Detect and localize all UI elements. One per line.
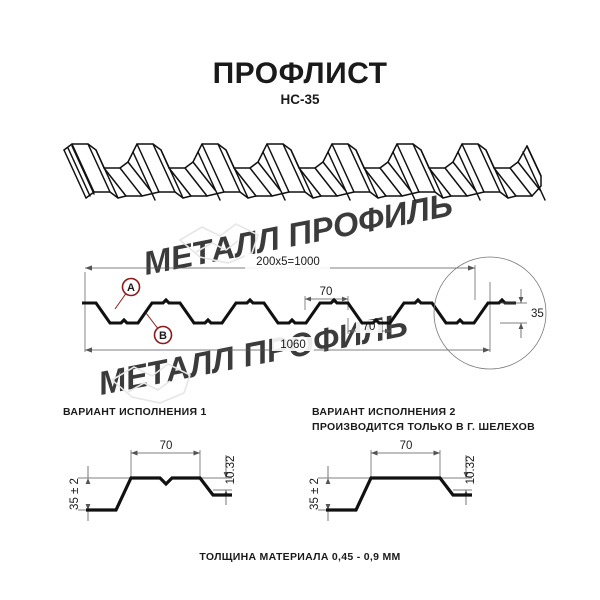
dim-height: 35 (500, 289, 544, 338)
dim-total-top: 200x5=1000 (85, 254, 475, 271)
iso-left-cap-3 (71, 145, 95, 195)
iso-left-cap (63, 149, 87, 199)
variant-2-dim-width: 70 (370, 440, 441, 480)
dim-total-bottom: 1060 (85, 337, 490, 353)
variant-1-dim-width: 70 (130, 440, 201, 480)
detail-circle (433, 256, 547, 370)
iso-ridge-lines (103, 143, 546, 201)
iso-near-edge (85, 191, 533, 199)
variant-1-profile (86, 476, 232, 512)
variant-2-profile (326, 476, 472, 512)
variant-2-title: ВАРИАНТ ИСПОЛНЕНИЯ 2 (312, 406, 456, 418)
variant-2-dim-height-label: 35 ± 2 (309, 478, 321, 510)
callout-b-label: B (159, 330, 167, 342)
variant-2-dim-width-label: 70 (400, 440, 413, 452)
dim-height-label: 35 (531, 308, 544, 320)
watermark-logo-bottom (110, 363, 191, 404)
extension-lines (84, 265, 491, 352)
cross-section-view: 200x5=1000 1060 70 70 (82, 254, 547, 370)
variant-1-block: ВАРИАНТ ИСПОЛНЕНИЯ 1 70 10.32 (63, 406, 237, 521)
variant-1-title: ВАРИАНТ ИСПОЛНЕНИЯ 1 (63, 406, 207, 418)
variant-1-dim-width-label: 70 (160, 440, 173, 452)
variant-2-block: ВАРИАНТ ИСПОЛНЕНИЯ 2 ПРОИЗВОДИТСЯ ТОЛЬКО… (309, 406, 535, 521)
variant-1-dim-height: 35 ± 2 (69, 466, 131, 521)
thickness-note: ТОЛЩИНА МАТЕРИАЛА 0,45 - 0,9 ММ (199, 551, 400, 563)
cross-section-profile (82, 297, 516, 325)
callout-a: A (114, 277, 141, 310)
callout-a-label: A (127, 282, 135, 294)
variant-1-dim-flange-label: 10.32 (225, 456, 237, 485)
dim-total-top-label: 200x5=1000 (256, 256, 320, 268)
isometric-sheet-view (63, 143, 546, 201)
dim-total-bottom-label: 1060 (280, 339, 306, 351)
iso-left-cap-edge2 (95, 149, 119, 199)
callout-b: B (145, 312, 173, 345)
iso-left-cap-2 (67, 147, 91, 197)
variant-2-note: ПРОИЗВОДИТСЯ ТОЛЬКО В Г. ШЕЛЕХОВ (312, 421, 535, 433)
dim-crest-label: 70 (320, 286, 333, 298)
variant-1-dim-height-label: 35 ± 2 (69, 478, 81, 510)
page-title: ПРОФЛИСТ (213, 57, 388, 90)
iso-left-cap-top (71, 143, 95, 193)
dim-crest: 70 (304, 286, 349, 310)
variant-2-dim-height: 35 ± 2 (309, 466, 371, 521)
variant-2-dim-flange-label: 10.32 (465, 456, 477, 485)
iso-right-cap (526, 145, 542, 197)
page-subtitle: НС-35 (280, 92, 320, 107)
watermark-logo-top (178, 223, 259, 264)
iso-left-cap-edge (87, 143, 111, 193)
